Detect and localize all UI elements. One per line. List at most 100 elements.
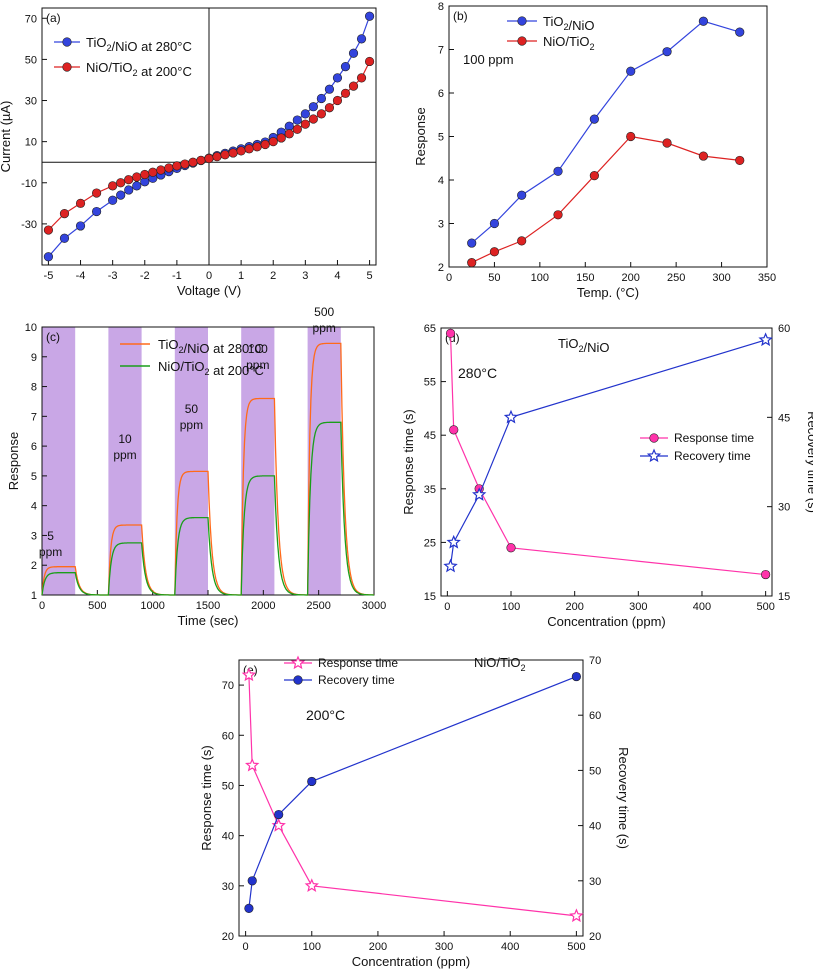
data-point	[108, 195, 118, 205]
y-tick-label: 70	[222, 680, 234, 692]
data-point	[324, 84, 335, 94]
pulse-concentration-unit: ppm	[180, 418, 203, 432]
x-tick-label: 0	[444, 601, 450, 613]
data-point	[698, 16, 709, 26]
y2-tick-label: 60	[589, 710, 601, 722]
data-point	[316, 93, 327, 104]
pulse-concentration-value: 100	[248, 342, 268, 356]
data-point	[348, 81, 359, 91]
x-tick-label: 0	[243, 941, 249, 953]
data-point	[140, 169, 150, 180]
y-tick-label: 15	[424, 591, 436, 603]
data-point	[698, 151, 709, 161]
pulse-concentration-unit: ppm	[246, 358, 269, 372]
y-tick-label: 5	[31, 471, 37, 483]
x-tick-label: 1500	[196, 600, 220, 612]
data-point	[220, 150, 230, 160]
data-point	[156, 165, 166, 175]
data-point	[449, 425, 459, 435]
y-tick-label: 2	[31, 560, 37, 572]
data-point	[348, 48, 359, 58]
x-tick-label: 150	[576, 272, 594, 284]
data-point	[172, 161, 182, 171]
legend-marker	[517, 36, 527, 46]
y-axis-label: Current (µA)	[0, 101, 13, 173]
y2-tick-label: 50	[589, 765, 601, 777]
legend-label: TiO2/NiO at 280°C	[158, 337, 264, 356]
data-point	[356, 34, 367, 44]
data-point	[506, 543, 516, 553]
y-tick-label: 8	[438, 1, 444, 13]
legend-marker	[62, 37, 72, 47]
data-point	[662, 47, 672, 57]
x-tick-label: 500	[88, 600, 106, 612]
annotation-concentration: 100 ppm	[463, 52, 514, 67]
legend-label: Recovery time	[674, 449, 751, 463]
panel-c: 0 500 1000 1500 2000 2500 3000 1 2 3 4 5 6 7 8 9 10 Time …	[6, 305, 386, 628]
x-tick-label: 0	[446, 272, 452, 284]
data-point	[553, 166, 563, 176]
x-tick-label: 100	[531, 272, 549, 284]
x-tick-label: -5	[44, 270, 54, 282]
data-point	[43, 252, 54, 262]
x-tick-label: 50	[488, 272, 500, 284]
data-point	[271, 818, 286, 832]
data-point	[292, 124, 302, 134]
pulse-concentration-value: 5	[47, 529, 54, 543]
data-point	[472, 487, 487, 501]
data-point	[489, 218, 500, 229]
x-tick-label: 400	[693, 601, 711, 613]
data-point	[244, 144, 254, 154]
x-tick-label: 500	[756, 601, 774, 613]
data-point	[332, 95, 343, 106]
pulse-concentration-unit: ppm	[39, 545, 62, 559]
data-point	[340, 61, 351, 72]
data-point	[304, 878, 319, 893]
data-point	[252, 142, 262, 152]
x-tick-label: 100	[303, 941, 321, 953]
y-tick-label: 55	[424, 377, 436, 389]
data-point	[212, 152, 222, 162]
data-point	[244, 903, 254, 914]
y2-tick-label: 45	[778, 412, 790, 424]
data-point	[164, 163, 174, 173]
y2-axis-label: Recovery time (s)	[616, 747, 631, 849]
data-point	[626, 131, 636, 142]
y2-tick-label: 70	[589, 655, 601, 667]
data-point	[340, 88, 351, 98]
x-tick-label: 350	[758, 272, 776, 284]
y-tick-label: 3	[438, 219, 444, 231]
annotation-temperature: 280°C	[458, 365, 497, 381]
data-point	[300, 119, 310, 129]
y-tick-label: -30	[21, 219, 37, 231]
y-tick-label: 3	[31, 530, 37, 542]
y-tick-label: 4	[438, 175, 444, 187]
data-point	[276, 133, 286, 143]
y-tick-label: 35	[424, 484, 436, 496]
y-tick-label: 9	[31, 352, 37, 364]
data-point	[116, 190, 126, 200]
x-tick-label: 200	[369, 941, 387, 953]
x-tick-label: -1	[172, 270, 182, 282]
legend-marker	[646, 448, 662, 463]
data-point	[662, 138, 672, 148]
data-point	[356, 73, 367, 83]
data-point	[300, 109, 310, 119]
data-point	[503, 409, 519, 424]
x-tick-label: 1000	[140, 600, 164, 612]
data-point	[148, 167, 158, 177]
x-tick-label: 2000	[251, 600, 275, 612]
legend-marker	[290, 655, 306, 670]
x-tick-label: 2500	[306, 600, 330, 612]
y-tick-label: 70	[25, 13, 37, 25]
data-point	[761, 569, 771, 580]
data-point	[332, 73, 343, 83]
data-point	[188, 157, 198, 167]
plot-frame	[238, 659, 584, 937]
x-tick-label: -2	[140, 270, 150, 282]
data-point	[124, 185, 134, 195]
data-point	[196, 155, 206, 165]
y-tick-label: 30	[222, 881, 234, 893]
data-point	[569, 908, 584, 923]
y-tick-label: 8	[31, 382, 37, 394]
